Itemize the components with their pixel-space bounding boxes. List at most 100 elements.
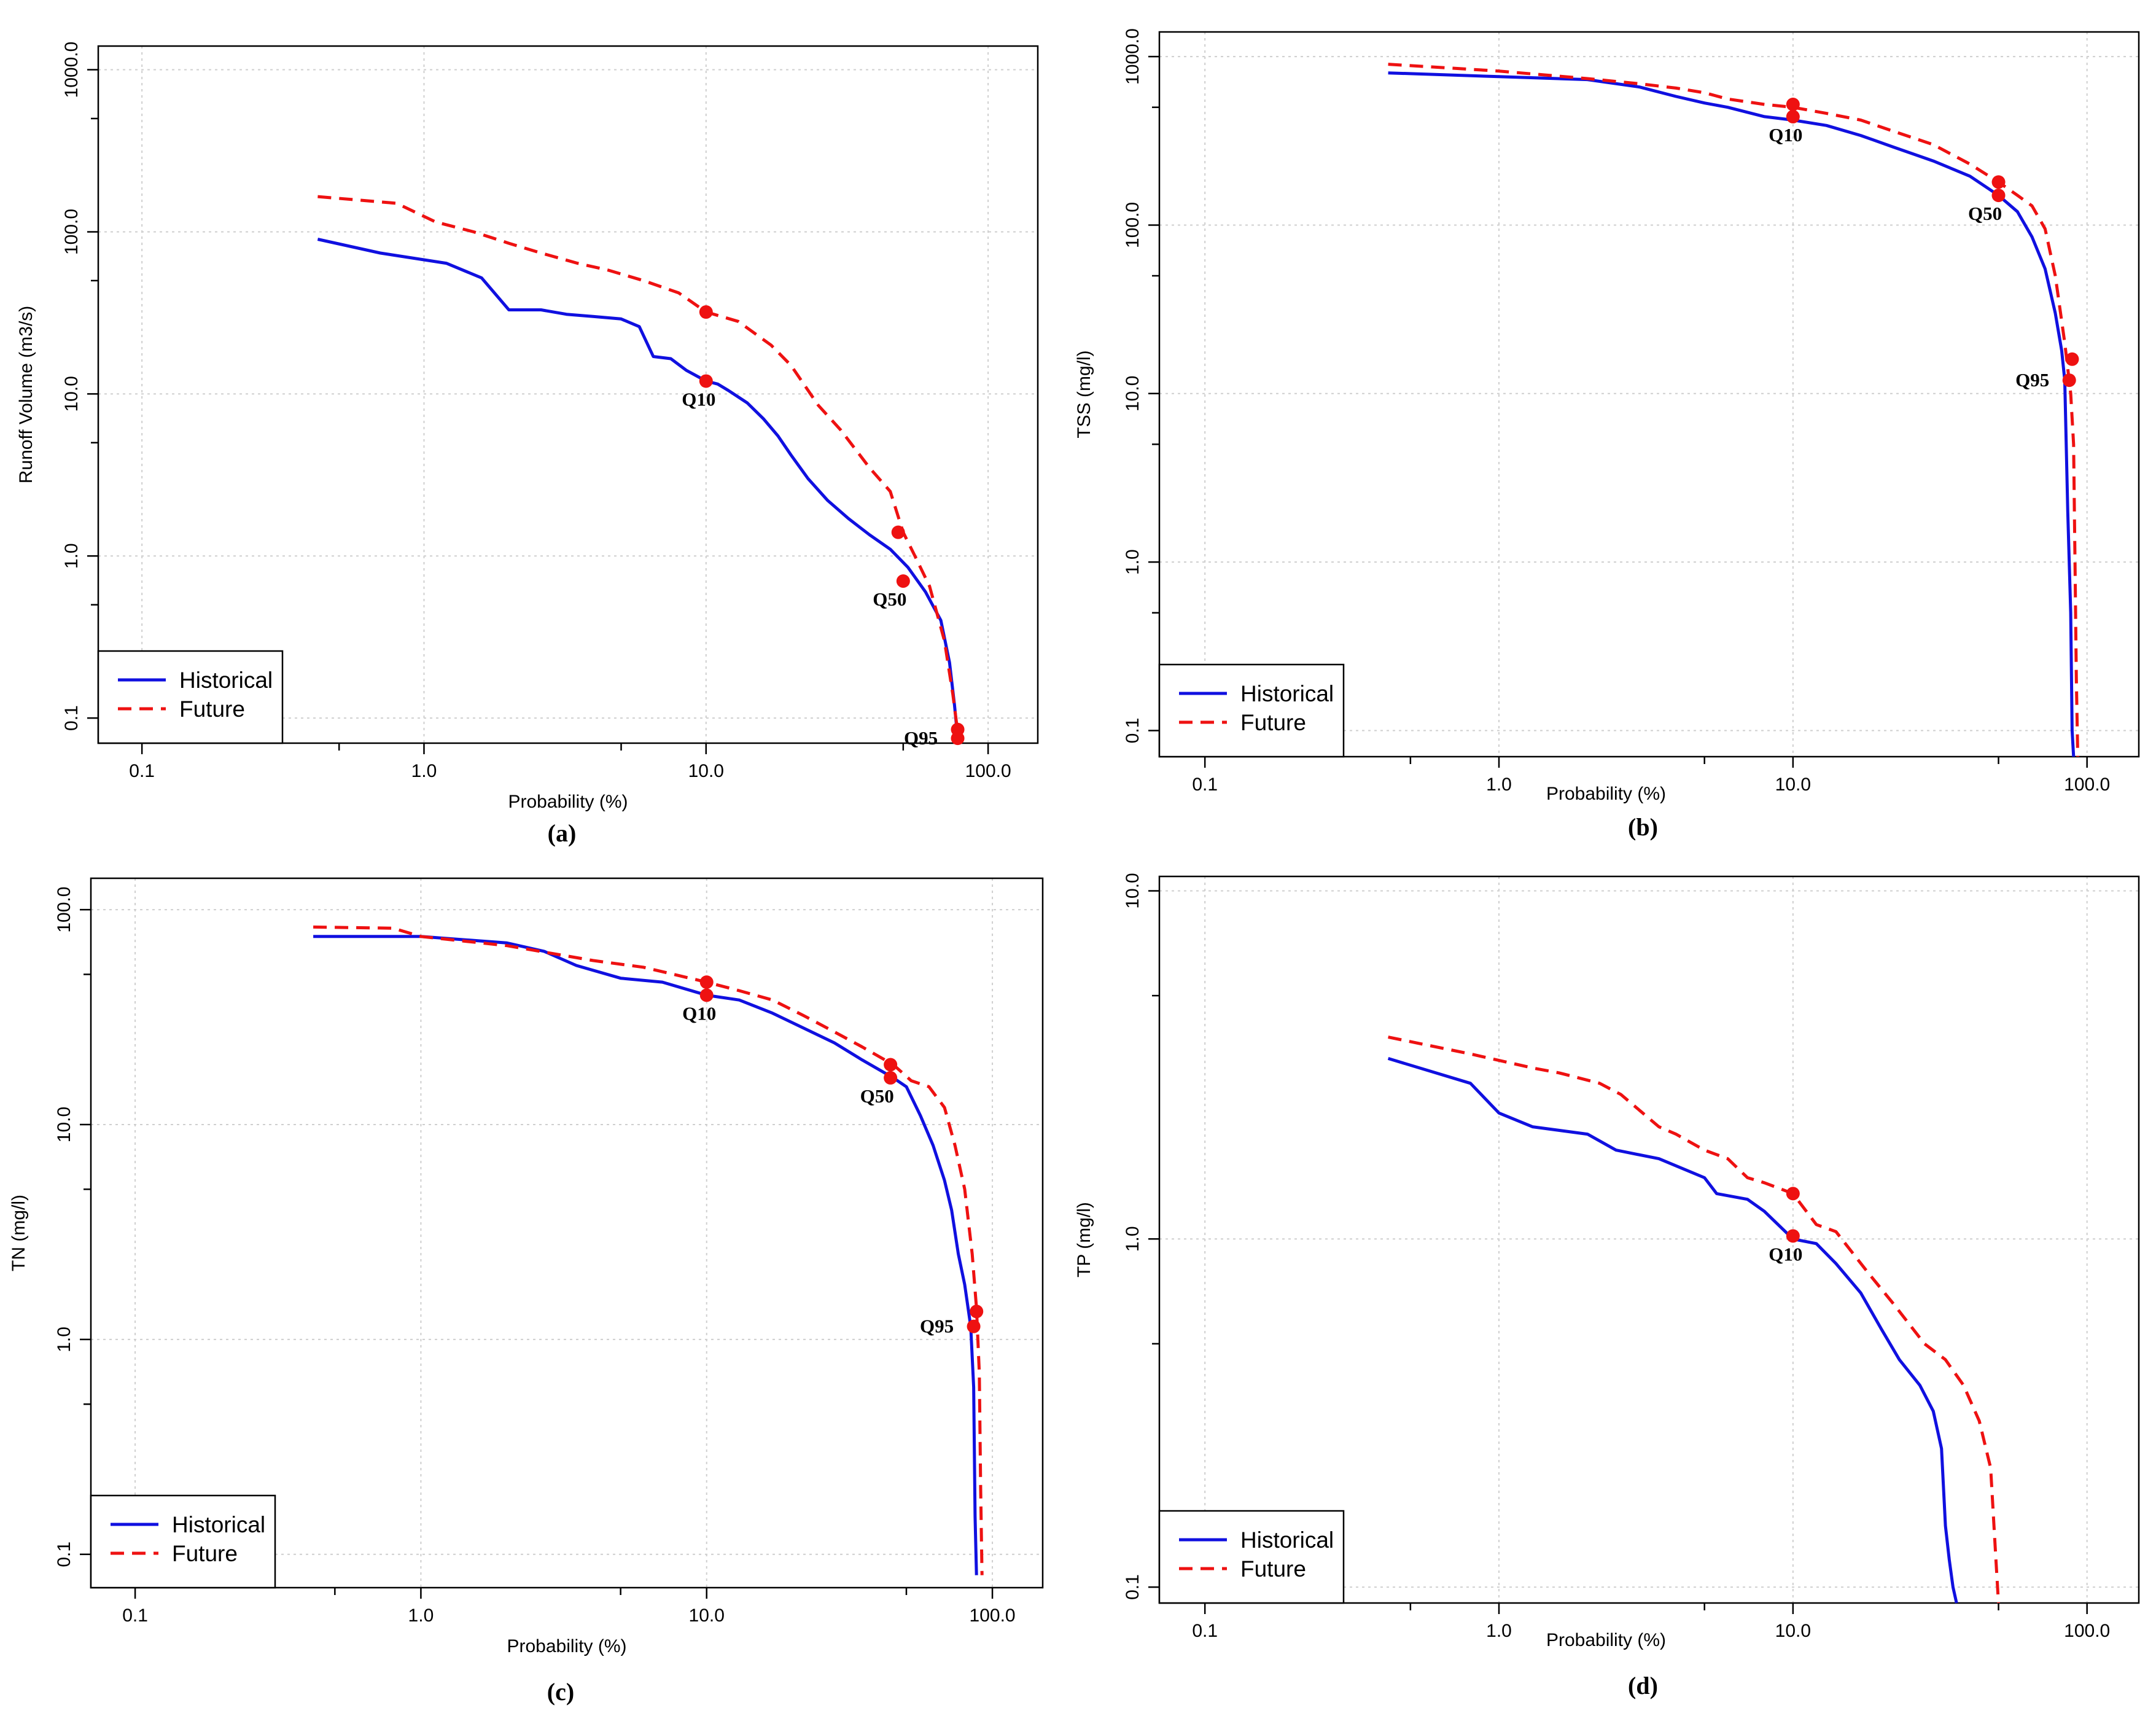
quantile-marker bbox=[699, 374, 713, 388]
x-tick-label: 100.0 bbox=[970, 1605, 1016, 1626]
quantile-label: Q50 bbox=[873, 588, 906, 610]
x-tick-label: 1.0 bbox=[411, 761, 437, 781]
x-tick-label: 100.0 bbox=[2064, 774, 2110, 795]
legend-label-historical: Historical bbox=[179, 668, 273, 693]
series-line-historical bbox=[313, 935, 978, 1575]
quantile-marker bbox=[951, 722, 965, 736]
panel-1: 0.1 1.0 10.0 100.0 0.1 1.0 10.0 100.0 1000.0 Prob… bbox=[16, 42, 1039, 847]
quantile-marker bbox=[970, 1305, 984, 1319]
quantile-label: Q10 bbox=[1769, 1243, 1802, 1265]
series-line-historical bbox=[317, 238, 960, 739]
plot-frame bbox=[90, 877, 1044, 1589]
y-tick-label: 1000.0 bbox=[1123, 28, 1143, 85]
y-axis-label: TP (mg/l) bbox=[1074, 1202, 1094, 1277]
quantile-label: Q50 bbox=[860, 1085, 894, 1107]
legend-box bbox=[1158, 1510, 1345, 1604]
y-tick-label: 100.0 bbox=[61, 209, 82, 255]
x-tick-label: 0.1 bbox=[1192, 1621, 1218, 1641]
legend-label-historical: Historical bbox=[1240, 1527, 1334, 1553]
series-line-future bbox=[1388, 63, 2080, 757]
quantile-marker bbox=[896, 574, 910, 588]
legend-label-future: Future bbox=[179, 696, 245, 722]
quantile-marker bbox=[1786, 1187, 1800, 1201]
legend-label-historical: Historical bbox=[172, 1512, 265, 1537]
x-tick-label: 1.0 bbox=[1486, 774, 1512, 795]
plot-frame bbox=[97, 45, 1039, 744]
legend-box bbox=[90, 1494, 276, 1589]
x-tick-label: 10.0 bbox=[1775, 774, 1811, 795]
x-axis-label: Probability (%) bbox=[508, 792, 628, 812]
panel-3: 0.1 1.0 10.0 100.0 0.1 1.0 10.0 100.0 Probabilit… bbox=[9, 877, 1044, 1706]
y-tick-label: 10.0 bbox=[61, 376, 82, 411]
quantile-marker bbox=[1786, 1229, 1800, 1243]
y-tick-label: 0.1 bbox=[54, 1542, 74, 1567]
y-tick-label: 100.0 bbox=[54, 887, 74, 933]
legend: Historical Future bbox=[90, 1494, 276, 1589]
legend-box bbox=[1158, 663, 1345, 758]
y-tick-label: 1.0 bbox=[1123, 1226, 1143, 1252]
x-tick-label: 10.0 bbox=[1775, 1621, 1811, 1641]
y-tick-label: 1000.0 bbox=[61, 42, 82, 98]
x-axis-label: Probability (%) bbox=[1546, 784, 1666, 804]
y-axis-label: TSS (mg/l) bbox=[1074, 350, 1094, 438]
quantile-label: Q10 bbox=[1769, 124, 1802, 146]
quantile-marker bbox=[884, 1071, 898, 1085]
plot-frame bbox=[1158, 875, 2140, 1604]
y-tick-label: 0.1 bbox=[1123, 1574, 1143, 1600]
y-tick-label: 100.0 bbox=[1123, 202, 1143, 248]
panel-caption: (d) bbox=[1628, 1672, 1658, 1699]
quantile-marker bbox=[967, 1319, 981, 1333]
x-tick-label: 0.1 bbox=[129, 761, 155, 781]
legend-box bbox=[97, 650, 284, 744]
y-tick-label: 10.0 bbox=[1123, 376, 1143, 411]
series-line-historical bbox=[1387, 1057, 1958, 1604]
quantile-marker bbox=[699, 975, 714, 989]
panel-caption: (b) bbox=[1628, 813, 1658, 841]
legend: Historical Future bbox=[97, 650, 284, 744]
quantile-label: Q10 bbox=[682, 388, 715, 410]
quantile-marker bbox=[699, 305, 713, 319]
quantile-label: Q50 bbox=[1968, 203, 2002, 224]
y-axis-label: Runoff Volume (m3/s) bbox=[16, 306, 36, 484]
x-axis-label: Probability (%) bbox=[507, 1636, 626, 1656]
legend-label-future: Future bbox=[1240, 1556, 1306, 1582]
x-axis-label: Probability (%) bbox=[1546, 1630, 1666, 1650]
x-tick-label: 0.1 bbox=[122, 1605, 148, 1626]
quantile-label: Q95 bbox=[2015, 369, 2049, 391]
quantile-marker bbox=[1991, 175, 2006, 189]
quantile-label: Q95 bbox=[904, 727, 938, 749]
y-tick-label: 1.0 bbox=[54, 1327, 74, 1352]
panel-4: 0.1 1.0 10.0 100.0 0.1 1.0 10.0 Probability (%)… bbox=[1074, 873, 2140, 1699]
panel-2: 0.1 1.0 10.0 100.0 0.1 1.0 10.0 100.0 1000.0 Prob… bbox=[1074, 28, 2140, 841]
x-tick-label: 100.0 bbox=[2064, 1621, 2110, 1641]
x-tick-label: 10.0 bbox=[688, 761, 724, 781]
x-tick-label: 10.0 bbox=[689, 1605, 725, 1626]
quantile-marker bbox=[2065, 352, 2079, 366]
y-tick-label: 10.0 bbox=[54, 1107, 74, 1142]
quantile-marker bbox=[884, 1058, 898, 1072]
plot-frame bbox=[1158, 31, 2140, 758]
quantile-label: Q95 bbox=[920, 1316, 954, 1337]
y-tick-label: 10.0 bbox=[1123, 873, 1143, 908]
y-axis-label: TN (mg/l) bbox=[9, 1195, 29, 1271]
legend: Historical Future bbox=[1158, 663, 1345, 758]
panel-caption: (a) bbox=[548, 819, 577, 847]
quantile-marker bbox=[1786, 109, 1800, 123]
series-line-historical bbox=[1388, 71, 2076, 757]
quantile-marker bbox=[699, 988, 714, 1002]
quantile-marker bbox=[1786, 98, 1800, 112]
y-tick-label: 1.0 bbox=[1123, 549, 1143, 575]
quantile-marker bbox=[891, 525, 905, 539]
x-tick-label: 1.0 bbox=[408, 1605, 434, 1626]
y-tick-label: 0.1 bbox=[1123, 718, 1143, 744]
series-line-future bbox=[317, 195, 960, 733]
legend-label-historical: Historical bbox=[1240, 681, 1334, 706]
x-tick-label: 0.1 bbox=[1192, 774, 1218, 795]
y-tick-label: 0.1 bbox=[61, 705, 82, 731]
legend-label-future: Future bbox=[172, 1541, 238, 1566]
series-line-future bbox=[1388, 1036, 2000, 1604]
quantile-marker bbox=[2062, 373, 2076, 388]
x-tick-label: 1.0 bbox=[1486, 1621, 1512, 1641]
x-tick-label: 100.0 bbox=[965, 761, 1011, 781]
